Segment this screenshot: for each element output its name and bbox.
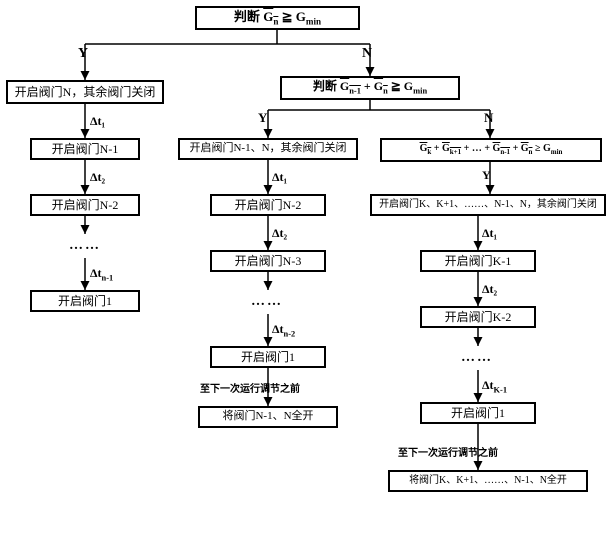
- left-n1-text: 开启阀门N，其余阀门关闭: [15, 85, 156, 99]
- mid-n5: 将阀门N-1、N全开: [198, 406, 338, 428]
- mid-n4-text: 开启阀门1: [241, 350, 295, 364]
- mid-n5-text: 将阀门N-1、N全开: [222, 410, 313, 423]
- mid-n3-text: 开启阀门N-3: [235, 254, 302, 268]
- root-decision: 判断 Gn ≧ Gmin: [195, 6, 360, 30]
- right-dec-text: Gk + Gk+1 + … + Gn-1 + Gn ≥ Gmin: [420, 143, 563, 156]
- left-dtn1: Δtn-1: [90, 266, 113, 282]
- mid-n2-text: 开启阀门N-2: [235, 198, 302, 212]
- right-n5-text: 将阀门K、K+1、……、N-1、N全开: [409, 475, 567, 487]
- left-n3-text: 开启阀门N-2: [52, 198, 119, 212]
- right-n5: 将阀门K、K+1、……、N-1、N全开: [388, 470, 588, 492]
- right-decision: Gk + Gk+1 + … + Gn-1 + Gn ≥ Gmin: [380, 138, 602, 162]
- mid-dt1: Δt₁: [272, 170, 287, 185]
- left-n2-text: 开启阀门N-1: [52, 142, 119, 156]
- left-dots: ……: [60, 238, 110, 254]
- mid-dots: ……: [242, 294, 292, 310]
- right-dots: ……: [452, 350, 502, 366]
- left-dt1: Δt₁: [90, 114, 105, 129]
- mid-dtn2: Δtn-2: [272, 322, 295, 338]
- root-text: 判断 Gn ≧ Gmin: [234, 9, 321, 28]
- mid-n4: 开启阀门1: [210, 346, 326, 368]
- mid-n1-text: 开启阀门N-1、N，其余阀门关闭: [189, 142, 346, 155]
- right-dt2: Δt₂: [482, 282, 497, 297]
- left-dt2: Δt₂: [90, 170, 105, 185]
- mid-before: 至下一次运行调节之前: [200, 380, 300, 395]
- left-n3: 开启阀门N-2: [30, 194, 140, 216]
- right-n1-text: 开启阀门K、K+1、……、N-1、N，其余阀门关闭: [379, 199, 597, 211]
- right-n4: 开启阀门1: [420, 402, 536, 424]
- left-n2: 开启阀门N-1: [30, 138, 140, 160]
- right-n3: 开启阀门K-2: [420, 306, 536, 328]
- mid-n1: 开启阀门N-1、N，其余阀门关闭: [178, 138, 358, 160]
- left-n4-text: 开启阀门1: [58, 294, 112, 308]
- right-n3-text: 开启阀门K-2: [445, 310, 512, 324]
- left-n4: 开启阀门1: [30, 290, 140, 312]
- right-n4-text: 开启阀门1: [451, 406, 505, 420]
- mid-y: Y: [258, 110, 267, 126]
- mid-decision: 判断 Gn-1 + Gn ≧ Gmin: [280, 76, 460, 100]
- right-y: Y: [482, 168, 491, 183]
- right-before: 至下一次运行调节之前: [398, 444, 498, 459]
- right-n2-text: 开启阀门K-1: [445, 254, 512, 268]
- root-n: N: [362, 46, 372, 62]
- right-dtk1: ΔtK-1: [482, 378, 507, 394]
- right-n2: 开启阀门K-1: [420, 250, 536, 272]
- left-n1: 开启阀门N，其余阀门关闭: [6, 80, 164, 104]
- right-n1: 开启阀门K、K+1、……、N-1、N，其余阀门关闭: [370, 194, 606, 216]
- mid-dec-text: 判断 Gn-1 + Gn ≧ Gmin: [313, 79, 427, 96]
- mid-n3: 开启阀门N-3: [210, 250, 326, 272]
- root-y: Y: [78, 46, 88, 62]
- right-dt1: Δt₁: [482, 226, 497, 241]
- mid-n2: 开启阀门N-2: [210, 194, 326, 216]
- mid-n: N: [484, 110, 493, 126]
- mid-dt2: Δt₂: [272, 226, 287, 241]
